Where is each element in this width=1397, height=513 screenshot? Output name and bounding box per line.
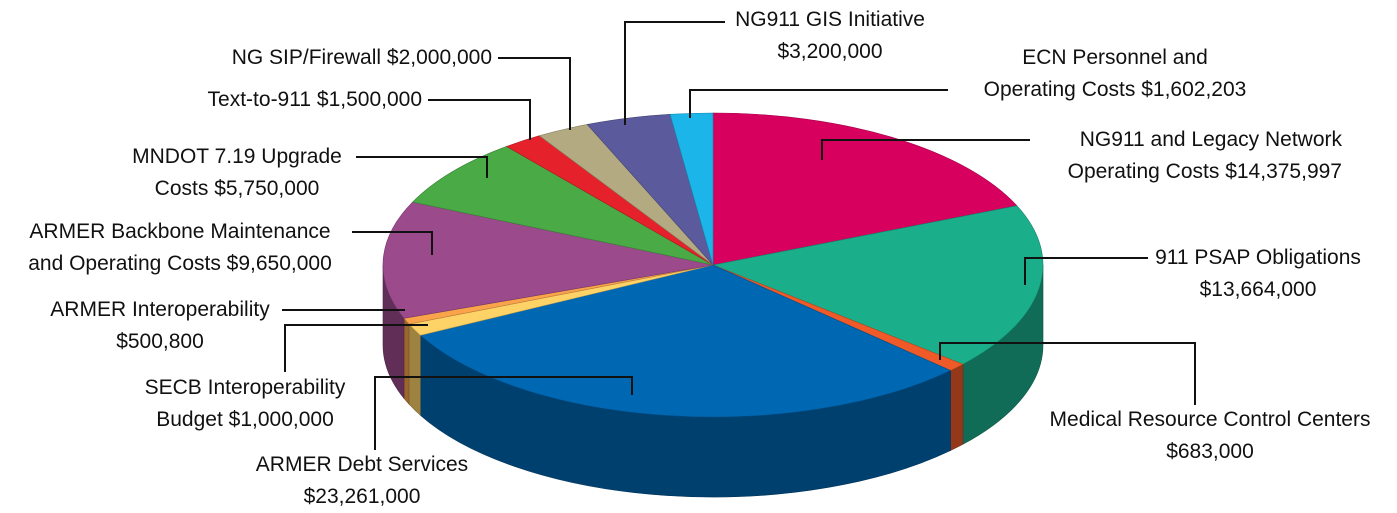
- leader-line: [428, 99, 531, 140]
- value-label: $1,602,203: [1141, 78, 1247, 101]
- value-label: $3,200,000: [777, 40, 883, 63]
- slice-label: NG911 GIS Initiative $3,200,000: [700, 4, 960, 68]
- value-label: $14,375,997: [1225, 160, 1342, 183]
- value-label: $1,000,000: [228, 408, 334, 431]
- value-label: $9,650,000: [226, 252, 332, 275]
- slice: [711, 205, 1044, 365]
- category-label: Medical Resource Control Centers: [1049, 408, 1371, 431]
- slice-label: ARMER Debt Services $23,261,000: [232, 449, 492, 513]
- slice-label: ARMER Backbone Maintenance and Operating…: [25, 216, 335, 280]
- slice: [419, 264, 952, 418]
- slice: [382, 201, 714, 319]
- value-label: $500,800: [116, 330, 204, 353]
- value-label: $1,500,000: [316, 88, 422, 111]
- leader-line: [374, 376, 633, 450]
- slice-label: Medical Resource Control Centers $683,00…: [1040, 404, 1380, 468]
- value-label: $2,000,000: [386, 46, 492, 69]
- leader-line: [939, 342, 1196, 405]
- slice-side: [950, 363, 964, 451]
- category-label: NG SIP/Firewall: [231, 46, 382, 69]
- leader-line: [689, 89, 948, 118]
- category-label: NG911 GIS Initiative: [735, 8, 925, 31]
- slice: [669, 112, 714, 266]
- slice-side: [403, 317, 410, 405]
- category-label: SECB Interoperability Budget: [144, 376, 346, 431]
- category-label: NG911 and Legacy Network Operating Costs: [1067, 128, 1342, 183]
- leader-line: [284, 324, 428, 372]
- leader-line: [356, 156, 488, 178]
- leader-line: [498, 57, 571, 130]
- slice-label: 911 PSAP Obligations $13,664,000: [1128, 242, 1388, 306]
- slice-label: ECN Personnel and Operating Costs $1,602…: [979, 42, 1251, 106]
- slice-label: ARMER Interoperability $500,800: [25, 294, 295, 358]
- leader-line: [1024, 257, 1148, 285]
- slice-label: Text-to-911 $1,500,000: [122, 84, 422, 116]
- slice-label: NG SIP/Firewall $2,000,000: [192, 42, 492, 74]
- category-label: 911 PSAP Obligations: [1155, 246, 1361, 269]
- value-label: $13,664,000: [1199, 278, 1317, 301]
- value-label: $683,000: [1166, 440, 1254, 463]
- value-label: $23,261,000: [303, 485, 421, 508]
- category-label: Text-to-911: [207, 88, 312, 111]
- slice-label: SECB Interoperability Budget $1,000,000: [135, 372, 355, 436]
- slice-side: [408, 323, 421, 416]
- slice-label: NG911 and Legacy Network Operating Costs…: [1012, 124, 1342, 188]
- leader-line: [821, 139, 1030, 160]
- value-label: $5,750,000: [214, 177, 320, 200]
- category-label: ARMER Interoperability: [50, 298, 270, 321]
- category-label: ARMER Debt Services: [255, 453, 469, 476]
- slice: [712, 112, 1018, 266]
- slice-label: MNDOT 7.19 Upgrade Costs $5,750,000: [127, 141, 347, 205]
- category-label: ARMER Backbone Maintenance and Operating…: [28, 220, 331, 275]
- category-label: ECN Personnel and Operating Costs: [983, 46, 1208, 101]
- leader-line: [352, 231, 433, 255]
- category-label: MNDOT 7.19 Upgrade Costs: [132, 145, 342, 200]
- leader-line: [624, 21, 725, 125]
